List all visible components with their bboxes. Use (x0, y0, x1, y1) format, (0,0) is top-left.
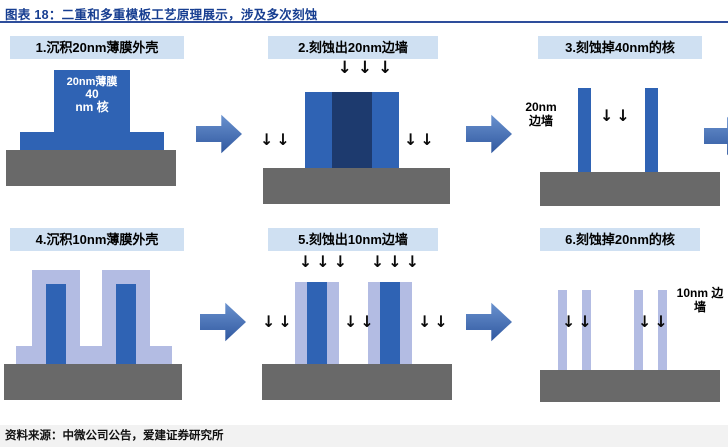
title-underline (0, 21, 728, 23)
substrate (540, 370, 720, 402)
etch-arrows-top-icon: ↓↓↓ (337, 58, 399, 78)
film-coated-core: 20nm薄膜 40 nm 核 (54, 70, 130, 132)
sidewall-pillar-2 (582, 290, 591, 370)
panel-step2: 2.刻蚀出20nm边墙 ↓↓↓ ↓↓ ↓↓ (248, 30, 460, 220)
core-right-20nm (116, 284, 136, 364)
sidewall-pillar-right (645, 88, 658, 172)
etch-arrows-right-icon: ↓↓ (404, 130, 437, 149)
panel-step4: 4.沉积10nm薄膜外壳 (4, 222, 196, 414)
flow-arrow-5-6 (466, 302, 512, 342)
film-thickness-label: 20nm薄膜 (66, 76, 118, 88)
sidewall-pillar-4 (658, 290, 667, 370)
film-base-layer (16, 346, 172, 364)
sidewall-pillar-1 (558, 290, 567, 370)
etch-arrows-left-icon: ↓↓ (260, 130, 293, 149)
core-40nm (332, 92, 372, 168)
etch-arrows-left-icon: ↓↓ (562, 312, 595, 331)
panel-step3: 3.刻蚀掉40nm的核 20nm 边墙 ↓↓ (518, 30, 728, 220)
etch-arrows-top-right-icon: ↓↓↓ (370, 252, 424, 271)
substrate (4, 364, 182, 400)
flow-arrow-4-5 (200, 302, 246, 342)
sidewall-20nm-label: 20nm 边墙 (525, 100, 557, 128)
sidewall-10nm-label: 10nm 边墙 (676, 286, 724, 314)
sidewall-pillar-left (578, 88, 591, 172)
flow-arrow-1-2 (196, 114, 242, 154)
step6-label: 6.刻蚀掉20nm的核 (540, 228, 700, 251)
etch-arrows-right-icon: ↓↓ (418, 312, 451, 331)
step3-label: 3.刻蚀掉40nm的核 (538, 36, 702, 59)
etch-arrows-right-icon: ↓↓ (638, 312, 671, 331)
substrate (263, 168, 450, 204)
panel-step1: 1.沉积20nm薄膜外壳 20nm薄膜 40 nm 核 (4, 30, 192, 220)
core-right-20nm (380, 282, 400, 364)
film-base-layer (20, 132, 164, 150)
core-left-20nm (307, 282, 327, 364)
panel-step6: 6.刻蚀掉20nm的核 ↓↓ ↓↓ 10nm 边墙 (518, 222, 728, 414)
substrate (262, 364, 452, 400)
substrate (540, 172, 720, 206)
step5-label: 5.刻蚀出10nm边墙 (268, 228, 438, 251)
right-sidewall (372, 92, 399, 168)
step1-label: 1.沉积20nm薄膜外壳 (10, 36, 184, 59)
figure-title: 图表 18：二重和多重模板工艺原理展示，涉及多次刻蚀 (5, 8, 318, 22)
left-sidewall (305, 92, 332, 168)
flow-arrow-2-3 (466, 114, 512, 154)
etch-arrows-mid-icon: ↓↓ (600, 106, 633, 125)
panel-step5: 5.刻蚀出10nm边墙 ↓↓↓ ↓↓↓ ↓↓ ↓↓ ↓↓ (250, 222, 462, 414)
source-note: 资料来源：中微公司公告，爱建证券研究所 (5, 430, 224, 442)
core-label: 40 nm 核 (75, 87, 109, 114)
step4-label: 4.沉积10nm薄膜外壳 (10, 228, 184, 251)
etch-arrows-top-left-icon: ↓↓↓ (298, 252, 352, 271)
etch-arrows-left-icon: ↓↓ (262, 312, 295, 331)
core-left-20nm (46, 284, 66, 364)
footer-strip: 资料来源：中微公司公告，爱建证券研究所 (0, 425, 728, 447)
etch-arrows-mid-icon: ↓↓ (344, 312, 377, 331)
step2-label: 2.刻蚀出20nm边墙 (268, 36, 438, 59)
sidewall-pillar-3 (634, 290, 643, 370)
substrate (6, 150, 176, 186)
